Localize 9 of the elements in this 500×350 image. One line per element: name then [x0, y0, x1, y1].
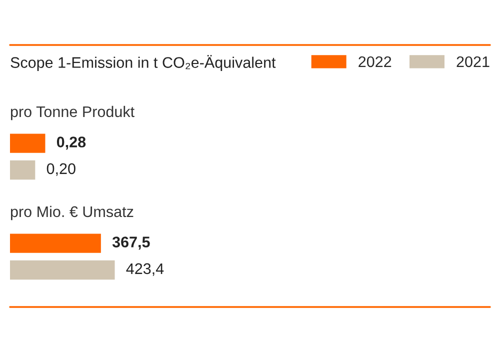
- legend-label: 2021: [456, 56, 490, 68]
- data-label: 0,20: [46, 163, 76, 176]
- data-label: 423,4: [126, 263, 164, 276]
- chart-subtitle: pro Mio. € Umsatz: [10, 206, 134, 220]
- legend-label: 2022: [358, 56, 392, 68]
- text: Scope 1-Emission in t CO₂e-Äquivalent: [10, 55, 276, 71]
- data-label: 367,5: [112, 236, 150, 250]
- data-label: 0,28: [56, 136, 86, 150]
- chart-subtitle: pro Tonne Produkt: [10, 106, 134, 120]
